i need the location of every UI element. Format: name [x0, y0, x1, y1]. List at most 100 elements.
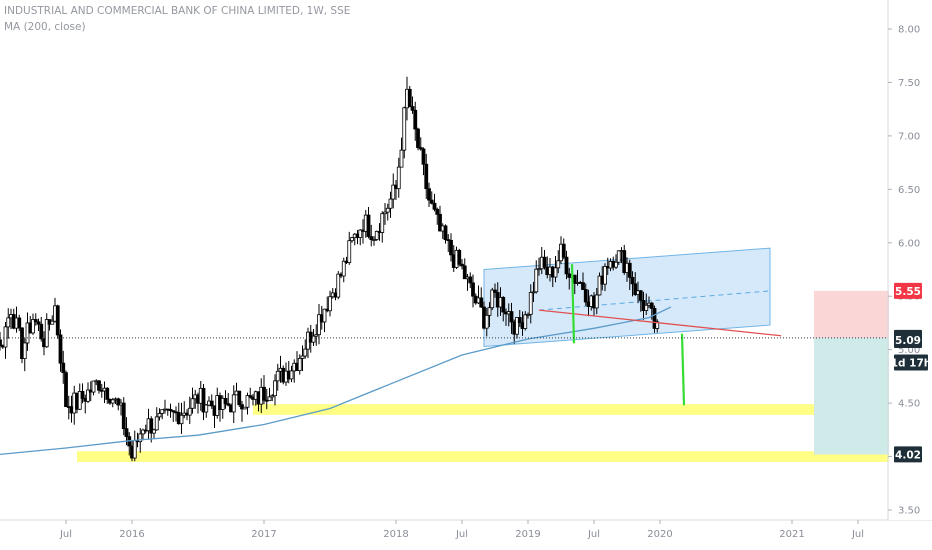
y-tick-label: 6.00	[898, 238, 920, 249]
candle-body	[391, 184, 396, 200]
candle-body	[262, 386, 266, 401]
candle-body	[644, 304, 649, 311]
candle-body	[487, 307, 492, 316]
candle-body	[44, 319, 49, 348]
trendline-red[interactable]	[538, 309, 782, 337]
chart-legend: INDUSTRIAL AND COMMERCIAL BANK OF CHINA …	[4, 3, 350, 35]
candle-body	[314, 334, 319, 337]
candle-body	[300, 355, 305, 359]
price-badge[interactable]	[894, 282, 922, 299]
channel-midline[interactable]	[538, 290, 771, 311]
candle-body	[317, 314, 321, 336]
candle-body	[289, 370, 294, 380]
candle-body	[421, 148, 426, 165]
candle-body	[457, 249, 462, 265]
green-marker-2[interactable]	[680, 333, 686, 406]
candle-body	[341, 260, 346, 277]
candle-body	[462, 265, 467, 280]
candle-body	[209, 400, 214, 407]
candle-body	[385, 207, 390, 213]
candle-body	[523, 314, 528, 329]
candle-body	[471, 282, 475, 297]
y-tick-label: 5.00	[898, 345, 920, 356]
candle-body	[245, 395, 250, 408]
candle-body	[597, 275, 602, 296]
candle-body	[152, 429, 156, 434]
price-badge-label: 4.02	[895, 449, 921, 461]
candle-body	[490, 289, 495, 309]
candle-body	[350, 237, 354, 242]
price-axis[interactable]	[889, 0, 932, 520]
candle-body	[179, 414, 184, 425]
green-marker-1[interactable]	[570, 264, 576, 344]
price-badge[interactable]	[894, 446, 922, 463]
support-zone-upper[interactable]	[253, 404, 836, 415]
candle-body	[61, 362, 66, 374]
candle-body	[468, 276, 473, 284]
symbol-title[interactable]: INDUSTRIAL AND COMMERCIAL BANK OF CHINA …	[4, 5, 351, 17]
price-badge[interactable]	[894, 332, 922, 349]
candle-body	[311, 335, 316, 343]
candle-body	[561, 243, 566, 258]
candle-body	[31, 319, 35, 334]
candle-body	[429, 199, 434, 204]
x-tick-label: Jul	[851, 529, 864, 540]
candle-body	[372, 239, 376, 241]
price-badge-label: 5.55	[895, 286, 921, 298]
candle-body	[410, 106, 415, 111]
candle-body	[80, 391, 85, 399]
candle-body	[86, 389, 90, 402]
candle-body	[270, 395, 275, 398]
candle-body	[517, 317, 522, 324]
candle-body	[438, 213, 442, 232]
candle-body	[328, 296, 332, 312]
price-badge[interactable]	[894, 354, 928, 371]
ma200-line[interactable]	[0, 306, 672, 457]
price-badge-label: 5.09	[895, 335, 921, 347]
candle-body	[6, 317, 11, 328]
candle-body	[655, 321, 660, 329]
y-tick-label: 8.00	[898, 25, 920, 36]
candle-body	[0, 339, 2, 347]
candle-body	[22, 342, 27, 359]
candle-body	[616, 250, 621, 263]
candle-body	[413, 109, 418, 130]
candle-body	[347, 240, 352, 264]
candle-body	[275, 370, 280, 382]
candle-body	[171, 410, 176, 413]
candle-body	[603, 265, 607, 285]
candle-body	[77, 391, 82, 410]
candle-body	[168, 408, 173, 412]
candle-body	[534, 268, 539, 293]
candle-body	[564, 256, 569, 275]
candle-body	[91, 380, 96, 393]
candle-body	[124, 428, 129, 438]
x-tick-label: Jul	[455, 529, 468, 540]
candle-body	[33, 319, 38, 323]
candle-body	[64, 372, 68, 407]
candle-body	[537, 268, 541, 271]
y-tick-label: 7.00	[898, 131, 920, 142]
candle-body	[614, 261, 618, 268]
candle-body	[443, 225, 448, 240]
candle-body	[424, 163, 429, 190]
candle-body	[484, 314, 489, 329]
candle-body	[416, 128, 420, 148]
indicator-label[interactable]: MA (200, close)	[4, 21, 86, 33]
candle-body	[322, 308, 327, 323]
candle-body	[3, 326, 8, 348]
price-badge-label: 1d 17h	[891, 357, 932, 369]
candle-body	[449, 239, 453, 256]
candle-body	[121, 402, 126, 430]
candle-body	[581, 282, 585, 290]
support-zone-lower[interactable]	[77, 451, 932, 462]
x-tick-label: 2018	[383, 529, 408, 540]
candle-body	[383, 211, 387, 215]
candle-body	[402, 107, 407, 151]
x-tick-label: 2020	[647, 529, 672, 540]
candle-body	[138, 433, 143, 443]
candle-body	[542, 256, 547, 268]
candle-body	[556, 260, 561, 269]
